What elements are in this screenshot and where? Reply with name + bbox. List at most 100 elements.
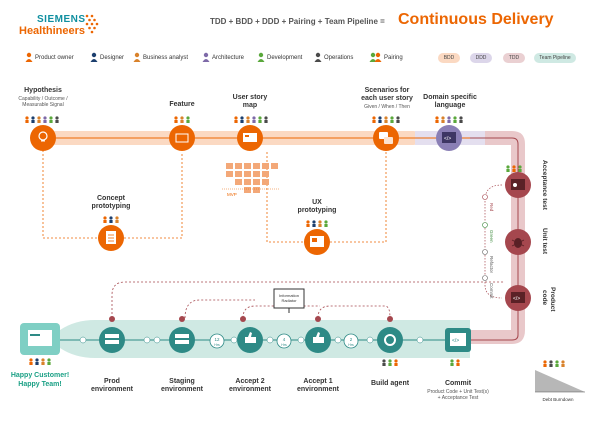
- check-icon: [416, 336, 424, 344]
- unit-test-node: [505, 229, 531, 255]
- people-story-map: [234, 116, 268, 123]
- loop-red: Red: [489, 203, 494, 212]
- burndown-triangle: [535, 370, 585, 392]
- x-icon: [315, 316, 321, 322]
- people-pairs-tdd: [506, 165, 522, 172]
- check-markers: [79, 336, 424, 344]
- svg-text:</>: </>: [513, 296, 520, 302]
- check-icon: [266, 336, 274, 344]
- acceptance-window-icon: [511, 179, 525, 190]
- timer-4hrs: 4 Hrs: [276, 333, 292, 349]
- hypothesis-node: [30, 125, 56, 151]
- legend-person-icons: [25, 52, 382, 62]
- people-scenarios: [372, 116, 400, 123]
- legend-development: Development: [267, 55, 303, 61]
- concept-l1: Concept: [97, 195, 125, 202]
- timer-2hrs: 2 Hrs: [343, 333, 359, 349]
- timer-2-u: Hrs: [348, 343, 354, 347]
- ux-l2: prototyping: [297, 207, 337, 214]
- timer-12hrs: 12 Hrs: [209, 333, 225, 349]
- logo-dots-icon: [85, 14, 99, 34]
- hypothesis-title: Hypothesis: [24, 87, 62, 94]
- thumbs-up-icon-2: [313, 332, 324, 343]
- business-analyst-icon: [133, 52, 141, 62]
- feedback-arc-staging: [184, 299, 255, 319]
- people-ux: [306, 220, 328, 227]
- happy-l1: Happy Customer!: [10, 372, 70, 379]
- lightbulb-icon: [38, 131, 48, 141]
- scenarios-l2: each user story: [361, 95, 413, 102]
- radiator-l2: Radiator: [281, 298, 297, 303]
- people-concept: [103, 216, 119, 223]
- staging-node: [169, 327, 195, 353]
- people-bottom: [29, 358, 565, 367]
- accept1-node: [305, 327, 331, 353]
- svg-text:</>: </>: [452, 338, 459, 344]
- pill-bdd: BDD: [438, 53, 460, 63]
- prod-node: [99, 327, 125, 353]
- concept-loop-right: [124, 152, 183, 239]
- feature-node: [169, 125, 195, 151]
- people-domain: [435, 116, 463, 123]
- accept2-l1: Accept 2: [235, 378, 265, 385]
- check-icon: [143, 336, 151, 344]
- timer-4-n: 4: [283, 337, 286, 342]
- legend-pairing: Pairing: [384, 55, 403, 61]
- legend-architecture: Architecture: [212, 55, 245, 61]
- acceptance-test-label: Acceptance test: [541, 160, 548, 210]
- server-icon: [105, 334, 119, 338]
- feedback-arc-build: [317, 305, 391, 319]
- pairing-icon: [369, 52, 382, 62]
- staging-l1: Staging: [169, 378, 195, 385]
- feedback-arc-outer: [111, 281, 505, 318]
- prod-l2: environment: [90, 386, 133, 393]
- pipeline-band: [60, 320, 470, 358]
- pill-ddd: DDD: [470, 53, 492, 63]
- product-code-node: </>: [505, 285, 531, 311]
- check-icon: [79, 336, 87, 344]
- logo-siemens: SIEMENS: [37, 14, 86, 25]
- timer-12-u: Hrs: [214, 343, 220, 347]
- architecture-icon: [202, 52, 210, 62]
- concept-loop-left: [42, 150, 98, 239]
- loop-commit: Commit: [489, 283, 494, 299]
- code-window-icon: [442, 132, 456, 143]
- legend-operations: Operations: [324, 55, 354, 61]
- story-map-icon: [243, 133, 257, 142]
- build-node: [377, 327, 403, 353]
- staging-l2: environment: [160, 386, 203, 393]
- people-hypothesis: [25, 116, 59, 123]
- monitor-icon: [28, 330, 52, 346]
- designer-icon: [90, 52, 98, 62]
- story-map-l1: User story: [232, 94, 268, 101]
- product-code-l1: Product: [549, 287, 556, 312]
- radiator-l1: Information: [279, 293, 299, 298]
- check-icon: [297, 336, 305, 344]
- product-code-l2: code: [541, 290, 548, 306]
- feature-card-icon: [175, 133, 189, 143]
- operations-icon: [314, 52, 322, 62]
- domain-l1: Domain specific: [423, 94, 477, 101]
- document-icon: [106, 231, 116, 244]
- tdd-inner-loop: [484, 184, 503, 299]
- debt-label: Debt Burndown: [542, 397, 574, 402]
- timer-2-n: 2: [350, 337, 353, 342]
- concept-node: [98, 225, 124, 251]
- check-icon: [366, 336, 374, 344]
- information-radiator: Information Radiator: [273, 288, 305, 313]
- accept1-l1: Accept 1: [303, 378, 333, 385]
- svg-text:</>: </>: [444, 136, 451, 142]
- commit-dot-icon: [482, 275, 488, 281]
- concept-l2: prototyping: [91, 203, 131, 210]
- happy-l2: Happy Team!: [18, 381, 62, 388]
- scenarios-node: [373, 125, 399, 151]
- story-map-l2: map: [242, 102, 258, 109]
- commit-title: Commit: [444, 380, 472, 387]
- loop-green: Green: [489, 230, 494, 243]
- mvp-label: MVP: [227, 192, 237, 197]
- people-feature: [174, 116, 190, 123]
- ux-loop-right: [330, 152, 387, 243]
- commit-sub1: Product Code + Unit Test(s): [427, 389, 489, 395]
- check-icon: [153, 336, 161, 344]
